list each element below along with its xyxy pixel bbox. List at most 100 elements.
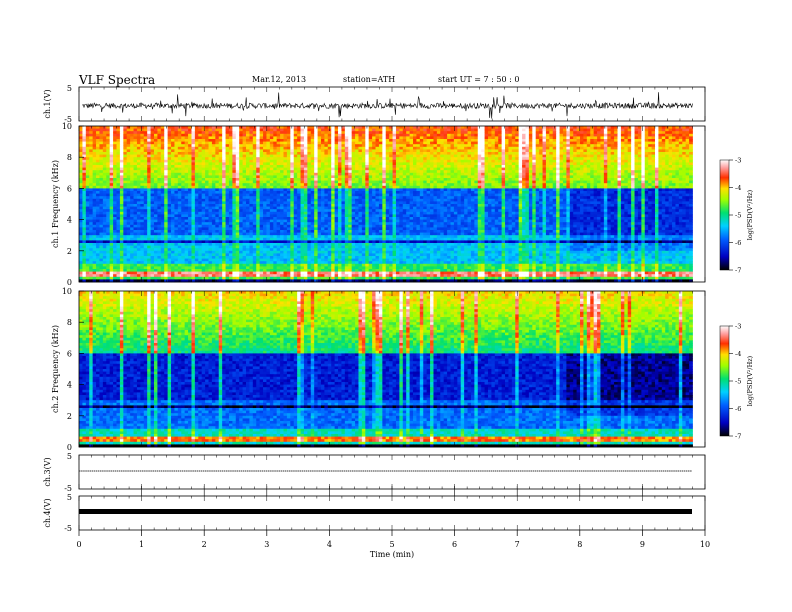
spectrogram-cell xyxy=(525,180,530,184)
spectrogram-cell xyxy=(297,191,301,194)
spectrogram-cell xyxy=(668,131,673,135)
spectrogram-cell xyxy=(79,167,83,171)
spectrogram-cell xyxy=(194,126,199,129)
spectrogram-cell xyxy=(672,149,676,153)
spectrogram-cell xyxy=(447,167,451,171)
spectrogram-cell xyxy=(232,170,237,174)
spectrogram-cell xyxy=(143,149,148,153)
spectrogram-cell xyxy=(310,133,315,137)
spectrogram-cell xyxy=(477,170,482,174)
spectrogram-cell xyxy=(171,128,175,132)
spectrogram-cell xyxy=(378,165,383,168)
spectrogram-cell xyxy=(324,133,329,137)
spectrogram-cell xyxy=(573,193,577,197)
spectrogram-cell xyxy=(351,193,356,197)
spectrogram-cell xyxy=(167,165,172,168)
spectrogram-cell xyxy=(171,139,175,142)
spectrogram-cell xyxy=(416,193,421,197)
spectrogram-cell xyxy=(109,131,114,135)
spectrogram-cell xyxy=(194,162,199,166)
spectrogram-cell xyxy=(123,131,128,135)
spectrogram-cell xyxy=(266,154,271,158)
spectrogram-cell xyxy=(651,133,656,137)
spectrogram-cell xyxy=(307,162,312,166)
spectrogram-cell xyxy=(522,131,526,135)
spectrogram-cell xyxy=(477,162,482,166)
spectrogram-cell xyxy=(82,157,87,161)
spectrogram-cell xyxy=(314,165,318,168)
spectrogram-cell xyxy=(174,139,179,142)
spectrogram-cell xyxy=(433,159,438,163)
spectrogram-cell xyxy=(436,139,441,142)
spectrogram-cell xyxy=(242,183,247,187)
spectrogram-cell xyxy=(498,144,503,148)
spectrogram-cell xyxy=(607,193,612,197)
spectrogram-cell xyxy=(140,180,145,184)
spectrogram-cell xyxy=(300,159,305,163)
spectrogram-cell xyxy=(235,131,240,135)
spectrogram-cell xyxy=(225,172,230,176)
spectrogram-cell xyxy=(106,196,111,200)
spectrogram-cell xyxy=(167,185,172,189)
spectrogram-cell xyxy=(470,170,475,174)
spectrogram-cell xyxy=(99,183,104,187)
spectrogram-cell xyxy=(470,131,475,135)
spectrogram-cell xyxy=(552,141,557,145)
spectrogram-cell xyxy=(654,162,659,166)
spectrogram-cell xyxy=(580,172,584,176)
spectrogram-cell xyxy=(675,139,680,142)
spectrogram-cell xyxy=(614,188,618,192)
spectrogram-cell xyxy=(419,175,424,179)
spectrogram-cell xyxy=(123,172,128,176)
spectrogram-cell xyxy=(116,170,121,174)
spectrogram-cell xyxy=(106,172,111,176)
spectrogram-cell xyxy=(327,196,332,200)
spectrogram-cell xyxy=(290,172,295,176)
spectrogram-cell xyxy=(198,196,203,200)
spectrogram-cell xyxy=(153,162,158,166)
spectrogram-cell xyxy=(481,175,485,179)
spectrogram-cell xyxy=(532,159,537,163)
spectrogram-cell xyxy=(361,157,366,161)
spectrogram-cell xyxy=(269,139,274,142)
spectrogram-cell xyxy=(481,141,485,145)
spectrogram-cell xyxy=(682,167,687,171)
spectrogram-cell xyxy=(160,175,165,179)
spectrogram-cell xyxy=(395,126,400,129)
spectrogram-cell xyxy=(300,126,305,129)
spectrogram-cell xyxy=(378,162,383,166)
spectrogram-cell xyxy=(426,170,431,174)
spectrogram-cell xyxy=(334,193,339,197)
spectrogram-cell xyxy=(181,146,186,150)
spectrogram-cell xyxy=(552,193,557,197)
spectrogram-cell xyxy=(116,144,121,148)
spectrogram-cell xyxy=(119,193,124,197)
spectrogram-cell xyxy=(368,126,373,129)
spectrogram-cell xyxy=(583,144,588,148)
spectrogram-cell xyxy=(109,175,114,179)
spectrogram-cell xyxy=(603,146,608,150)
spectrogram-cell xyxy=(614,159,618,163)
spectrogram-cell xyxy=(651,180,656,184)
spectrogram-cell xyxy=(532,154,537,158)
spectrogram-cell xyxy=(406,126,410,129)
spectrogram-cell xyxy=(109,188,114,192)
spectrogram-cell xyxy=(331,146,336,150)
spectrogram-cell xyxy=(467,128,472,132)
spectrogram-cell xyxy=(310,157,315,161)
spectrogram-cell xyxy=(440,196,445,200)
spectrogram-cell xyxy=(123,167,128,171)
spectrogram-cell xyxy=(96,133,100,137)
spectrogram-cell xyxy=(419,162,424,166)
spectrogram-cell xyxy=(147,131,151,135)
spectrogram-cell xyxy=(133,172,138,176)
spectrogram-cell xyxy=(450,141,455,145)
spectrogram-cell xyxy=(303,141,308,145)
spectrogram-cell xyxy=(430,159,434,163)
spectrogram-cell xyxy=(184,180,189,184)
spectrogram-cell xyxy=(286,172,291,176)
spectrogram-cell xyxy=(276,152,281,155)
spectrogram-cell xyxy=(191,126,196,129)
spectrogram-cell xyxy=(266,149,271,153)
spectrogram-cell xyxy=(528,136,533,140)
